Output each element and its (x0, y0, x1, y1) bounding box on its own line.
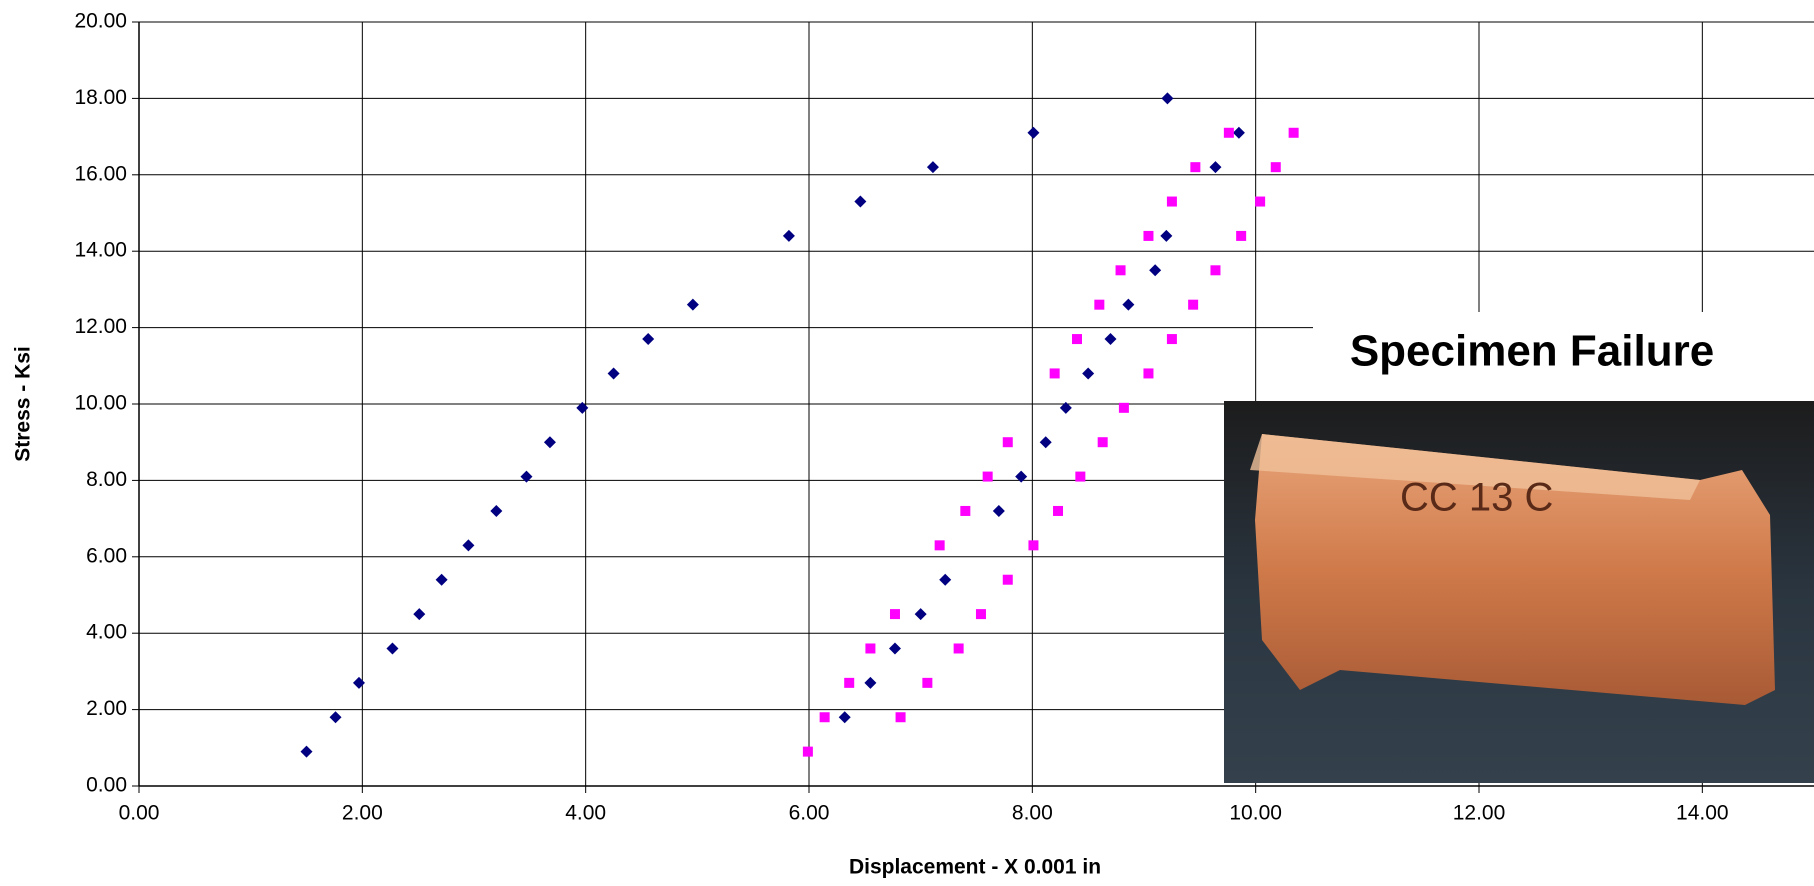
point (1289, 128, 1299, 138)
point (1116, 265, 1126, 275)
x-tick-label: 4.00 (565, 802, 606, 825)
y-tick-label: 16.00 (74, 162, 127, 185)
point (1188, 300, 1198, 310)
point (1094, 300, 1104, 310)
point (301, 746, 313, 758)
point (490, 505, 502, 517)
point (939, 574, 951, 586)
point (1255, 197, 1265, 207)
point (1119, 403, 1129, 413)
point (642, 333, 654, 345)
x-tick-label: 10.00 (1229, 802, 1282, 825)
x-axis-title: Displacement - X 0.001 in (849, 856, 1101, 879)
point (1224, 128, 1234, 138)
point (1209, 161, 1221, 173)
x-tick-label: 14.00 (1676, 802, 1729, 825)
point (544, 436, 556, 448)
point (1160, 230, 1172, 242)
point (687, 299, 699, 311)
point (1149, 264, 1161, 276)
point (436, 574, 448, 586)
x-tick-label: 6.00 (789, 802, 830, 825)
point (1003, 437, 1013, 447)
x-tick-label: 0.00 (119, 802, 160, 825)
point (1082, 367, 1094, 379)
x-tick-label: 2.00 (342, 802, 383, 825)
point (1053, 506, 1063, 516)
y-tick-label: 8.00 (86, 468, 127, 491)
point (1105, 333, 1117, 345)
y-tick-label: 2.00 (86, 697, 127, 720)
point (1098, 437, 1108, 447)
point (330, 711, 342, 723)
point (993, 505, 1005, 517)
y-tick-label: 14.00 (74, 239, 127, 262)
specimen-marking: CC 13 C (1400, 476, 1553, 520)
y-tick-label: 20.00 (74, 10, 127, 33)
point (462, 539, 474, 551)
point (915, 608, 927, 620)
y-tick-label: 4.00 (86, 621, 127, 644)
chart: 0.00 2.00 4.00 6.00 8.00 10.00 12.00 14.00 16.00… (0, 0, 1814, 886)
y-tick-label: 12.00 (74, 315, 127, 338)
y-tick-label: 10.00 (74, 392, 127, 415)
x-tick-label: 12.00 (1453, 802, 1506, 825)
x-tick-label: 8.00 (1012, 802, 1053, 825)
point (1072, 334, 1082, 344)
point (890, 609, 900, 619)
point (1040, 436, 1052, 448)
point (1236, 231, 1246, 241)
point (1050, 368, 1060, 378)
point (954, 643, 964, 653)
point (1161, 92, 1173, 104)
plot-marks (301, 92, 1299, 757)
point (1143, 368, 1153, 378)
point (1027, 127, 1039, 139)
inset: Specimen Failure CC 13 C (1224, 312, 1814, 783)
point (1210, 265, 1220, 275)
point (1075, 472, 1085, 482)
point (1190, 162, 1200, 172)
point (1028, 540, 1038, 550)
point (1167, 334, 1177, 344)
point (1271, 162, 1281, 172)
point (1233, 127, 1245, 139)
point (608, 367, 620, 379)
point (844, 678, 854, 688)
point (922, 678, 932, 688)
point (960, 506, 970, 516)
point (889, 642, 901, 654)
point (783, 230, 795, 242)
point (803, 747, 813, 757)
point (839, 711, 851, 723)
point (413, 608, 425, 620)
point (935, 540, 945, 550)
annotation: Specimen Failure (1350, 327, 1714, 376)
point (927, 161, 939, 173)
point (353, 677, 365, 689)
y-tick-label: 6.00 (86, 544, 127, 567)
point (854, 196, 866, 208)
point (896, 712, 906, 722)
point (1167, 197, 1177, 207)
point (865, 643, 875, 653)
y-tick-label: 0.00 (86, 774, 127, 797)
y-axis-title: Stress - Ksi (12, 346, 35, 462)
point (386, 642, 398, 654)
point (1003, 575, 1013, 585)
point (983, 472, 993, 482)
point (864, 677, 876, 689)
y-tick-label: 18.00 (74, 86, 127, 109)
point (820, 712, 830, 722)
point (1122, 299, 1134, 311)
point (1143, 231, 1153, 241)
point (976, 609, 986, 619)
